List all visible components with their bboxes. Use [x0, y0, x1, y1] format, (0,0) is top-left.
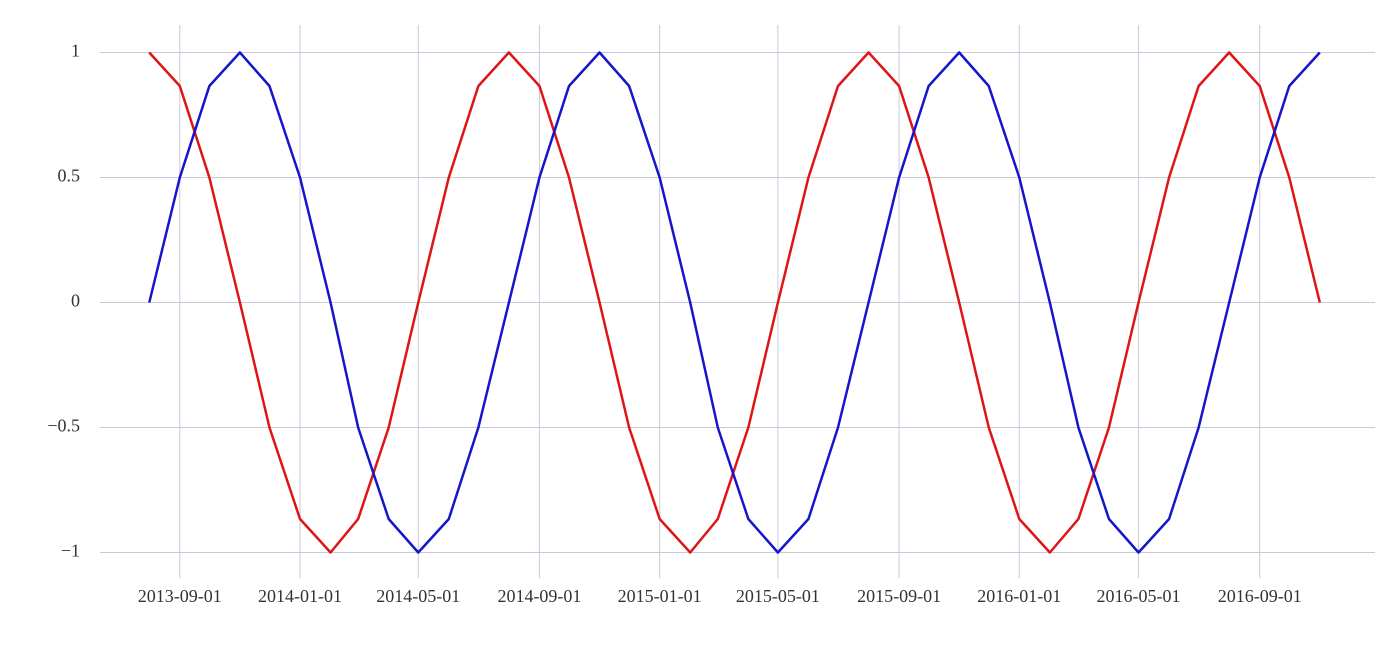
y-tick-label: −1 — [61, 541, 80, 561]
x-tick-label: 2016-01-01 — [977, 586, 1061, 606]
x-tick-label: 2014-05-01 — [376, 586, 460, 606]
line-series — [148, 51, 1321, 554]
x-tick-label: 2016-05-01 — [1097, 586, 1181, 606]
y-tick-label: 0.5 — [58, 166, 81, 186]
y-tick-label: 0 — [71, 291, 80, 311]
x-tick-label: 2016-09-01 — [1218, 586, 1302, 606]
x-tick-label: 2014-01-01 — [258, 586, 342, 606]
x-tick-label: 2015-05-01 — [736, 586, 820, 606]
x-tick-label: 2014-09-01 — [497, 586, 581, 606]
y-tick-label: 1 — [71, 41, 80, 61]
x-tick-label: 2013-09-01 — [138, 586, 222, 606]
x-tick-label: 2015-01-01 — [618, 586, 702, 606]
y-tick-label: −0.5 — [47, 416, 80, 436]
x-tick-label: 2015-09-01 — [857, 586, 941, 606]
